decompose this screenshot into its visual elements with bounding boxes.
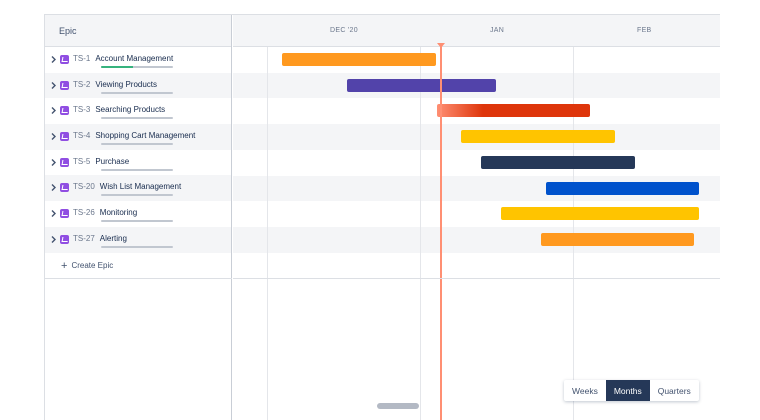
roadmap-frame: Epic TS-1 Account Management TS-2 Viewing P… [44,14,720,420]
epic-timeline-bar[interactable] [282,53,436,66]
epic-icon [60,209,69,219]
month-label-jan: JAN [490,27,505,34]
epic-name[interactable]: Alerting [99,233,127,243]
chevron-right-icon[interactable] [50,81,57,90]
epic-timeline-bar[interactable] [546,181,699,195]
epic-progress-bar [101,91,173,94]
epic-row[interactable]: TS-3 Searching Products [45,98,231,124]
epic-progress-bar [101,117,173,120]
epic-key: TS-3 [73,105,91,115]
epic-label: TS-20 Wish List Management [73,182,181,191]
epic-timeline-bar[interactable] [501,207,699,221]
chevron-right-icon[interactable] [50,158,57,167]
epic-column-label: Epic [59,25,77,36]
epic-icon [60,106,69,116]
timeline-panel: DEC '20 JAN FEB [233,15,720,420]
zoom-quarters-button[interactable]: Quarters [657,385,691,396]
epic-name[interactable]: Searching Products [95,105,166,115]
today-line [440,47,442,420]
epic-label: TS-27 Alerting [73,234,127,243]
epic-progress-fill [101,66,134,68]
epic-timeline-bar[interactable] [461,130,615,144]
timeline-row [233,150,720,176]
epic-list-panel: Epic TS-1 Account Management TS-2 Viewing P… [45,15,232,420]
timeline-header: DEC '20 JAN FEB [233,15,720,47]
epic-progress-bar [101,194,173,197]
epic-key: TS-5 [73,156,91,166]
epic-row[interactable]: TS-1 Account Management [45,47,231,73]
epic-timeline-bar[interactable] [347,78,496,92]
chevron-right-icon[interactable] [50,55,57,64]
epic-timeline-bar[interactable] [541,232,694,246]
epic-name[interactable]: Shopping Cart Management [95,131,196,141]
timeline-zoom-switcher: Weeks Months Quarters [564,380,699,401]
horizontal-scrollbar-thumb[interactable] [377,403,419,409]
epic-key: TS-1 [73,54,91,63]
epic-row[interactable]: TS-26 Monitoring [45,201,231,227]
epic-icon [60,183,69,193]
epic-key: TS-20 [73,182,95,192]
create-epic-label: Create Epic [71,261,114,270]
epic-key: TS-27 [73,233,95,243]
timeline-bottom-divider [233,278,720,279]
epic-name[interactable]: Purchase [95,156,130,166]
epic-timeline-bar[interactable] [481,155,635,169]
epic-name[interactable]: Viewing Products [95,79,158,89]
create-epic-button[interactable]: + Create Epic [45,253,231,279]
zoom-months-button[interactable]: Months [605,380,650,401]
epic-icon [60,157,69,167]
epic-progress-bar [101,245,173,248]
epic-label: TS-5 Purchase [73,157,129,166]
zoom-weeks-button[interactable]: Weeks [572,385,598,396]
month-label-dec: DEC '20 [330,27,358,34]
epic-label: TS-2 Viewing Products [73,80,157,89]
epic-name[interactable]: Account Management [95,54,174,63]
epic-key: TS-2 [73,79,91,89]
epic-key: TS-4 [73,131,91,141]
chevron-right-icon[interactable] [50,132,57,141]
epic-progress-bar [101,168,173,171]
epic-row[interactable]: TS-20 Wish List Management [45,175,231,202]
epic-label: TS-1 Account Management [73,54,173,63]
epic-icon [60,132,69,142]
epic-name[interactable]: Monitoring [99,208,138,218]
epic-icon [60,234,69,244]
epic-timeline-bar[interactable] [437,104,590,118]
chevron-right-icon[interactable] [50,106,57,115]
timeline-column-divider [267,15,268,420]
epic-label: TS-4 Shopping Cart Management [73,131,195,140]
epic-icon [60,55,69,64]
plus-icon: + [61,259,68,272]
epic-label: TS-3 Searching Products [73,105,165,114]
epic-column-header: Epic [45,15,231,47]
chevron-right-icon[interactable] [50,235,57,244]
epic-row[interactable]: TS-2 Viewing Products [45,72,231,99]
epic-progress-bar [101,220,173,223]
epic-progress-bar [101,66,173,68]
epic-row[interactable]: TS-4 Shopping Cart Management [45,124,231,150]
epic-label: TS-26 Monitoring [73,208,137,217]
month-label-feb: FEB [637,27,652,34]
epic-progress-bar [101,143,173,146]
today-marker-icon [437,43,445,48]
epic-row[interactable]: TS-27 Alerting [45,226,231,253]
epic-list: TS-1 Account Management TS-2 Viewing Produc… [45,47,231,253]
epic-row[interactable]: TS-5 Purchase [45,150,231,176]
epic-key: TS-26 [73,208,95,218]
chevron-right-icon[interactable] [50,209,57,218]
chevron-right-icon[interactable] [50,183,57,192]
epic-name[interactable]: Wish List Management [99,182,182,192]
epic-icon [60,80,69,90]
timeline-column-divider [420,15,421,420]
epic-list-bottom-divider [45,278,232,279]
